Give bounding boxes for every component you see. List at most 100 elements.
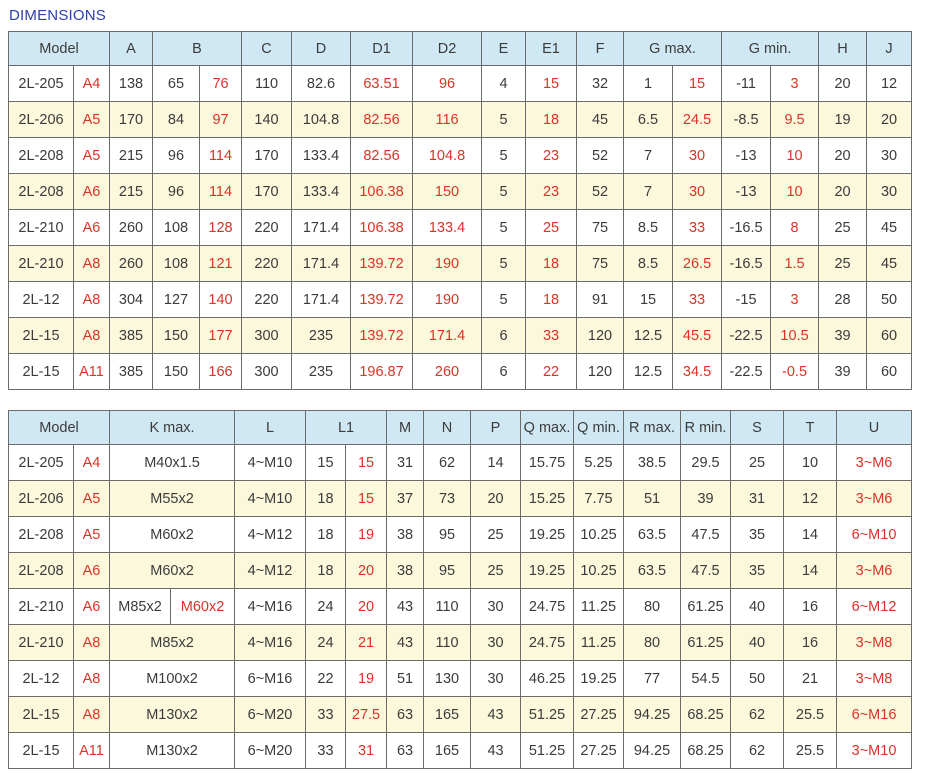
- table-cell: A4: [73, 65, 110, 102]
- table-cell: 2L-15: [8, 353, 74, 390]
- table-cell: 63: [386, 732, 425, 769]
- table-cell: 43: [470, 696, 522, 733]
- table-cell: 139.72: [350, 245, 414, 282]
- column-header-model: Model: [8, 410, 110, 445]
- table-cell: 20: [344, 552, 388, 589]
- table-cell: 25.5: [783, 696, 838, 733]
- table-cell: 19: [344, 516, 388, 553]
- table-cell: 104.8: [291, 101, 352, 138]
- table-cell: 5: [481, 173, 527, 210]
- table-cell: 110: [423, 624, 472, 661]
- table-cell: 300: [241, 317, 293, 354]
- table-cell: 116: [412, 101, 483, 138]
- table-row: 2L-210 A8 260 108 121 220 171.4 139.72 190 5 18 75 8…: [8, 245, 913, 282]
- column-header-t: T: [783, 410, 838, 445]
- table-cell: 130: [423, 660, 472, 697]
- table-cell: A8: [73, 660, 110, 697]
- table-row: 2L-15 A11 385 150 166 300 235 196.87 260 6 22 120 12…: [8, 353, 913, 390]
- table-cell: 5: [481, 245, 527, 282]
- table-cell: 300: [241, 353, 293, 390]
- table-cell: 3~M6: [836, 552, 913, 589]
- table-cell: 4~M10: [234, 444, 306, 481]
- table-cell: 3~M10: [836, 732, 913, 769]
- table-cell: 2L-206: [8, 480, 74, 517]
- table-cell: 260: [109, 209, 153, 246]
- table-cell: M40x1.5: [109, 444, 235, 481]
- table-cell: 3: [770, 65, 820, 102]
- table-cell: 62: [730, 732, 785, 769]
- table-cell: 385: [109, 353, 153, 390]
- table-cell: 2L-15: [8, 732, 74, 769]
- table-cell: 14: [783, 516, 838, 553]
- table-cell: 82.56: [350, 137, 414, 174]
- table-cell: 15.25: [520, 480, 575, 517]
- table-cell: 2L-12: [8, 281, 74, 318]
- table-cell: 171.4: [291, 281, 352, 318]
- table-cell: 38: [386, 552, 425, 589]
- table-cell: 177: [198, 317, 243, 354]
- table-cell: 10: [783, 444, 838, 481]
- table-cell: 96: [412, 65, 483, 102]
- header-row: Model K max. L L1 M N P Q max. Q min. R max. R min…: [8, 410, 913, 445]
- table-cell: 26.5: [672, 245, 723, 282]
- table-cell: 20: [818, 65, 868, 102]
- table-cell: 30: [672, 137, 723, 174]
- column-header-p: P: [470, 410, 522, 445]
- table-cell: 31: [386, 444, 425, 481]
- table-cell: 6~M20: [234, 696, 306, 733]
- table-cell: M100x2: [109, 660, 235, 697]
- table-cell: 35: [730, 516, 785, 553]
- table-cell: 220: [241, 245, 293, 282]
- table-cell: 82.56: [350, 101, 414, 138]
- table-cell: 24.75: [520, 588, 575, 625]
- table-cell: 120: [576, 317, 625, 354]
- table-cell: 165: [423, 696, 472, 733]
- table-cell: 12: [866, 65, 913, 102]
- table-cell: 94.25: [623, 696, 682, 733]
- table-cell: 62: [730, 696, 785, 733]
- table-cell: 2L-205: [8, 65, 74, 102]
- table-cell: 4~M12: [234, 552, 306, 589]
- table-cell: 19.25: [573, 660, 625, 697]
- table-cell: 1.5: [770, 245, 820, 282]
- table-cell: 27.5: [344, 696, 388, 733]
- table-cell: 63.51: [350, 65, 414, 102]
- table-cell: 6~M16: [234, 660, 306, 697]
- table-cell: 30: [672, 173, 723, 210]
- table-cell: 20: [818, 173, 868, 210]
- table-cell: 8.5: [623, 245, 674, 282]
- table-cell: 23: [525, 173, 578, 210]
- table-cell: 50: [730, 660, 785, 697]
- table-cell: A6: [73, 588, 110, 625]
- table-cell: 165: [423, 732, 472, 769]
- table-cell: 18: [305, 552, 346, 589]
- table-cell: 15: [344, 480, 388, 517]
- table-cell: 171.4: [291, 209, 352, 246]
- table-cell: 20: [866, 101, 913, 138]
- column-header-b: B: [151, 31, 243, 66]
- table-cell: 4~M12: [234, 516, 306, 553]
- table-cell: 60: [866, 353, 913, 390]
- table-cell: 54.5: [680, 660, 732, 697]
- table-cell: 15: [623, 281, 674, 318]
- table-cell: 139.72: [350, 281, 414, 318]
- table-cell: 80: [623, 624, 682, 661]
- table-cell: 104.8: [412, 137, 483, 174]
- table-cell: 215: [109, 173, 153, 210]
- table-cell: 29.5: [680, 444, 732, 481]
- table-cell: 62: [423, 444, 472, 481]
- table-cell: 27.25: [573, 732, 625, 769]
- table-cell: 45: [866, 245, 913, 282]
- column-header-s: S: [730, 410, 785, 445]
- table-cell: 45: [866, 209, 913, 246]
- table-cell: 33: [672, 209, 723, 246]
- table-cell: 4~M16: [234, 624, 306, 661]
- table-cell: 19: [818, 101, 868, 138]
- table-cell: 51: [386, 660, 425, 697]
- column-header-n: N: [423, 410, 472, 445]
- table-cell: 2L-15: [8, 696, 74, 733]
- table-row: 2L-206 A5 M55x2 4~M10 18 15 37 73 20 15.25 7.75 51 3…: [8, 480, 913, 517]
- table-cell: -8.5: [721, 101, 772, 138]
- table-cell: M60x2: [109, 552, 235, 589]
- column-header-r-max: R max.: [623, 410, 682, 445]
